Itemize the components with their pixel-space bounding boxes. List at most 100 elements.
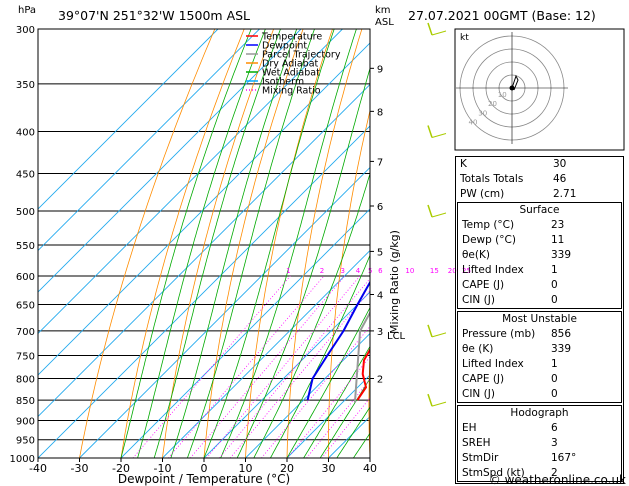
table-row-value: 0 (551, 373, 558, 385)
wet-adiabat-line (137, 29, 266, 458)
hodograph-ring-label: 10 (498, 91, 507, 99)
table-row-label: CIN (J) (462, 294, 495, 306)
mixing-ratio-label: 2 (320, 267, 324, 275)
legend-entry: Dry Adiabat (262, 59, 319, 70)
table-row-label: K (460, 158, 467, 170)
table-row-label: Pressure (mb) (462, 328, 536, 340)
km-tick-label: 7 (377, 157, 383, 168)
mixing-ratio-line (132, 275, 291, 458)
hodograph-ring-label: 30 (478, 109, 487, 117)
mixing-ratio-label: 25 (462, 267, 471, 275)
mixing-ratio-line (190, 275, 346, 458)
dry-adiabat-line (203, 29, 304, 458)
table-row-value: 46 (553, 173, 567, 185)
pressure-tick-label: 300 (16, 25, 35, 36)
table-row: CIN (J) 0 (458, 293, 621, 308)
x-tick-label: 40 (363, 462, 377, 475)
lcl-label: LCL (387, 331, 406, 342)
table-row: EH 6 (458, 421, 621, 436)
legend-entry: Wet Adiabat (262, 68, 320, 79)
table-row: Lifted Index 1 (458, 357, 621, 372)
hpa-label: hPa (18, 5, 36, 16)
wind-barb-flag (431, 133, 447, 138)
table-row-value: 1 (551, 358, 558, 370)
wind-barb (427, 125, 433, 138)
km-tick-label: 2 (377, 374, 383, 385)
hodograph-ring-label: 40 (469, 118, 478, 126)
wet-adiabat-line (303, 345, 370, 458)
table-row-label: Totals Totals (460, 173, 524, 185)
table-row: SREH 3 (458, 436, 621, 451)
table-row-label: Lifted Index (462, 264, 524, 276)
credit-footer: © weatheronline.co.uk (489, 473, 626, 486)
background-lines (38, 29, 370, 458)
wind-barb-flag (431, 30, 447, 36)
table-row-label: Dewp (°C) (462, 234, 516, 246)
isotherm-line (79, 166, 370, 458)
km-tick-label: 5 (377, 247, 383, 258)
isotherm-line (38, 29, 343, 335)
pressure-tick-label: 850 (16, 396, 35, 407)
isotherm-line (203, 291, 370, 458)
wet-adiabat-line (187, 29, 315, 458)
surface-title: Surface (519, 204, 560, 216)
table-row: StmSpd (kt) 2 (458, 466, 621, 481)
table-row-value: 30 (553, 158, 567, 170)
dry-adiabat-line (120, 29, 245, 458)
dewpoint-profile (306, 280, 370, 401)
km-tick-label: 6 (377, 202, 383, 213)
hodograph-ring-label: 20 (488, 100, 497, 108)
pressure-tick-label: 750 (16, 351, 35, 362)
hodograph-kt-label: kt (460, 33, 469, 43)
km-tick-label: 8 (377, 107, 383, 118)
table-row-label: SREH (462, 437, 491, 449)
dry-adiabat-line (368, 345, 370, 458)
table-row-value: 856 (551, 328, 572, 340)
km-tick-label: 4 (377, 290, 383, 301)
x-tick-label: -20 (112, 462, 130, 475)
table-row-value: 0 (551, 279, 558, 291)
table-row-value: 2.71 (553, 188, 577, 200)
table-row: K 30 (456, 157, 623, 172)
isotherm-line (162, 249, 370, 458)
wind-barb-flag (431, 212, 447, 218)
wet-adiabat-line (270, 254, 370, 458)
wind-barb (427, 22, 433, 36)
table-row: CAPE (J) 0 (458, 372, 621, 387)
legend-entry: Dewpoint (262, 41, 307, 52)
table-row-label: CIN (J) (462, 388, 495, 400)
mixing-ratio-line (168, 275, 325, 458)
mixing-ratio-label: 1 (286, 267, 290, 275)
hodograph-section: Hodograph EH 6 SREH 3 StmDir 167° StmSpd (kt) 2 (457, 405, 622, 482)
wet-adiabat-line (203, 29, 335, 458)
x-tick-label: -40 (29, 462, 47, 475)
table-row-value: 167° (551, 452, 577, 464)
wet-adiabat-line (220, 29, 357, 458)
hodograph-frame (454, 28, 625, 151)
table-row-value: 6 (551, 422, 558, 434)
wet-adiabat-line (170, 29, 298, 458)
legend-entry: Mixing Ratio (262, 86, 321, 97)
wet-adiabat-line (253, 172, 370, 458)
pressure-tick-label: 1000 (10, 454, 35, 465)
isotherm-line (38, 29, 219, 210)
pressure-tick-label: 450 (16, 169, 35, 180)
pressure-tick-label: 900 (16, 416, 35, 427)
mixing-ratio-label: 4 (356, 267, 361, 275)
pressure-tick-label: 950 (16, 436, 35, 447)
stats-table: K 30 Totals Totals 46 PW (cm) 2.71 Surface Te… (455, 156, 624, 484)
table-row: CIN (J) 0 (458, 387, 621, 402)
table-row-value: 339 (551, 249, 572, 261)
table-row-value: 11 (551, 234, 565, 246)
table-row: Dewp (°C) 11 (458, 233, 621, 248)
table-row: StmDir 167° (458, 451, 621, 466)
parcel-trajectory (353, 310, 370, 403)
hodograph-title: Hodograph (510, 407, 569, 419)
pressure-tick-label: 400 (16, 128, 35, 139)
isotherm-line (286, 374, 370, 458)
wet-adiabat-line (319, 377, 370, 458)
temperature-profile (356, 347, 370, 401)
isotherm-line (245, 332, 370, 458)
mixing-ratio-label: 10 (405, 267, 414, 275)
